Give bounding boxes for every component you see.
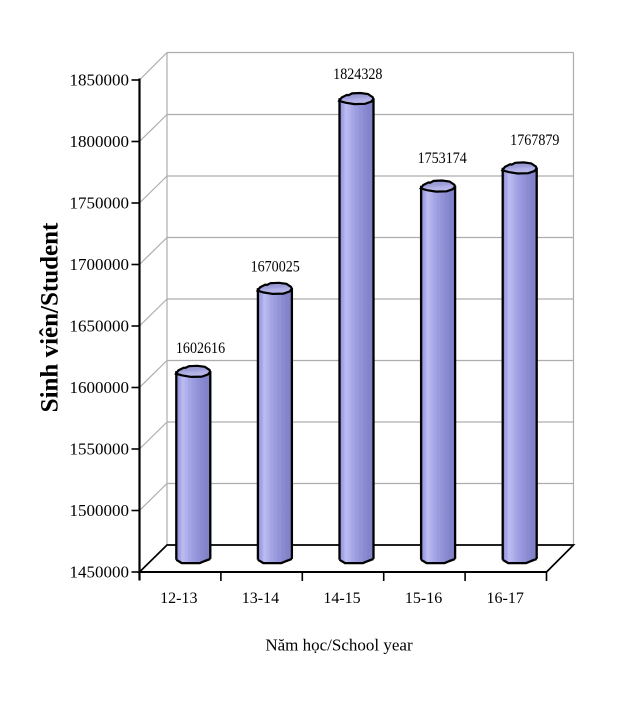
svg-text:1750000: 1750000: [70, 194, 130, 213]
svg-text:1500000: 1500000: [70, 501, 130, 520]
svg-text:1670025: 1670025: [251, 259, 300, 276]
svg-text:16-17: 16-17: [487, 590, 524, 607]
svg-text:14-15: 14-15: [323, 590, 360, 607]
svg-text:1600000: 1600000: [70, 378, 130, 397]
svg-text:1602616: 1602616: [176, 340, 226, 357]
svg-text:13-14: 13-14: [242, 590, 279, 607]
svg-text:1650000: 1650000: [70, 317, 130, 336]
svg-text:1850000: 1850000: [70, 71, 130, 90]
svg-text:Năm học/School year: Năm học/School year: [265, 636, 413, 655]
svg-text:1753174: 1753174: [418, 150, 468, 167]
svg-text:1700000: 1700000: [70, 255, 130, 274]
svg-text:1767879: 1767879: [510, 132, 559, 149]
svg-text:1550000: 1550000: [70, 440, 130, 459]
svg-text:1824328: 1824328: [333, 66, 382, 83]
svg-text:Sinh viên/Student: Sinh viên/Student: [37, 222, 64, 412]
svg-text:1800000: 1800000: [70, 132, 130, 151]
svg-text:15-16: 15-16: [405, 590, 442, 607]
svg-text:12-13: 12-13: [160, 590, 197, 607]
svg-text:1450000: 1450000: [70, 563, 130, 582]
